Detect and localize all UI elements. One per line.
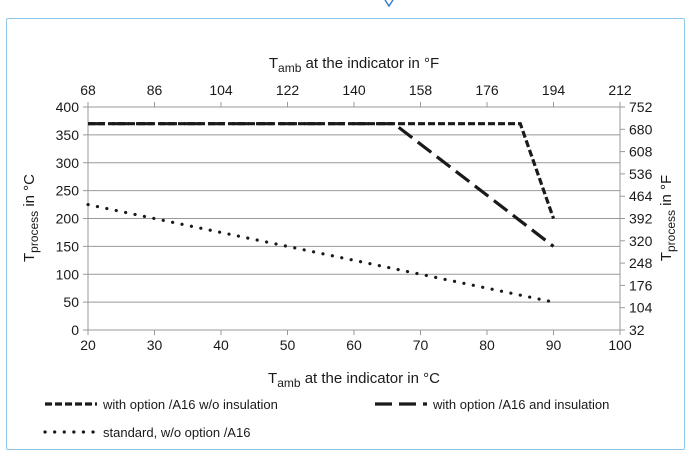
x2-tick-label: 158 xyxy=(409,82,433,98)
x-axis-label-main: T xyxy=(268,370,277,387)
y2-tick-label: 32 xyxy=(629,322,645,338)
x-tick-label: 50 xyxy=(280,337,296,353)
y-axis-label-sub: process xyxy=(27,211,41,253)
x2-axis-label-main: T xyxy=(269,55,278,72)
legend-label: with option /A16 and insulation xyxy=(432,397,609,412)
x-tick-label: 80 xyxy=(479,337,495,353)
y2-axis-label-main: T xyxy=(658,252,675,261)
grid-lines xyxy=(88,106,620,331)
y2-tick-label: 536 xyxy=(629,166,653,182)
tick-labels: 20 30 40 50 60 70 80 90 100 68 86 104 122 140 158 176 19… xyxy=(56,82,653,353)
series-line-dot xyxy=(86,203,556,304)
x2-tick-label: 194 xyxy=(542,82,566,98)
legend-label: with option /A16 w/o insulation xyxy=(102,397,278,412)
figure-frame xyxy=(6,18,685,450)
legend-label: standard, w/o option /A16 xyxy=(103,425,250,440)
y2-tick-label: 320 xyxy=(629,233,653,249)
x-tick-label: 40 xyxy=(213,337,229,353)
y-axis-label-main: T xyxy=(21,253,38,262)
x2-tick-label: 140 xyxy=(342,82,366,98)
y2-axis-label-rest: in °F xyxy=(658,175,675,210)
series-line-long-dash xyxy=(88,122,555,248)
y-tick-label: 400 xyxy=(56,99,80,115)
y-axis-label: Tprocess in °C xyxy=(21,174,41,262)
y2-tick-label: 608 xyxy=(629,144,653,160)
y2-tick-label: 680 xyxy=(629,121,653,137)
series-lines xyxy=(86,122,556,304)
y-tick-label: 250 xyxy=(56,183,80,199)
x-tick-label: 70 xyxy=(413,337,429,353)
legend: with option /A16 w/o insulation with opti… xyxy=(43,397,609,440)
y-tick-label: 300 xyxy=(56,155,80,171)
x2-axis-label-sub: amb xyxy=(278,61,302,75)
x-axis-label: Tamb at the indicator in °C xyxy=(268,370,440,390)
x2-axis-label: Tamb at the indicator in °F xyxy=(269,55,439,75)
x-axis-label-rest: at the indicator in °C xyxy=(301,370,441,387)
y2-axis-label-sub: process xyxy=(664,210,678,252)
y-tick-label: 150 xyxy=(56,238,80,254)
x2-tick-label: 176 xyxy=(475,82,499,98)
y-tick-label: 0 xyxy=(71,322,79,338)
x2-tick-label: 68 xyxy=(80,82,96,98)
y-tick-label: 200 xyxy=(56,211,80,227)
x-tick-label: 90 xyxy=(546,337,562,353)
x2-tick-label: 122 xyxy=(276,82,300,98)
x-tick-label: 60 xyxy=(346,337,362,353)
x2-tick-label: 212 xyxy=(608,82,632,98)
x2-tick-label: 104 xyxy=(209,82,233,98)
y-tick-label: 100 xyxy=(56,266,80,282)
x-tick-label: 30 xyxy=(147,337,163,353)
y2-tick-label: 176 xyxy=(629,277,653,293)
axes xyxy=(83,102,625,335)
y2-tick-label: 752 xyxy=(629,99,653,115)
x-tick-label: 20 xyxy=(80,337,96,353)
x2-tick-label: 86 xyxy=(147,82,163,98)
x-tick-label: 100 xyxy=(608,337,632,353)
y2-tick-label: 392 xyxy=(629,211,653,227)
x-axis-label-sub: amb xyxy=(277,376,301,390)
top-mark xyxy=(384,0,394,8)
y2-tick-label: 104 xyxy=(629,300,653,316)
y-axis-label-rest: in °C xyxy=(21,174,38,211)
y2-axis-label: Tprocess in °F xyxy=(658,175,678,261)
y-tick-label: 50 xyxy=(63,294,79,310)
y-tick-label: 350 xyxy=(56,127,80,143)
y2-tick-label: 464 xyxy=(629,188,653,204)
y2-tick-label: 248 xyxy=(629,255,653,271)
series-line-short-dash xyxy=(88,122,556,220)
x2-axis-label-rest: at the indicator in °F xyxy=(301,55,439,72)
